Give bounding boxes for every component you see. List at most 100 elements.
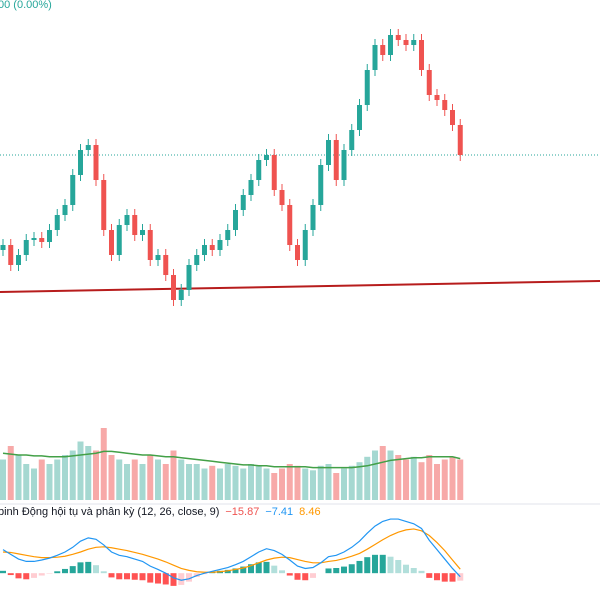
candle-body <box>388 35 393 55</box>
candle-body <box>357 105 362 130</box>
volume-bar <box>442 460 448 501</box>
candle-body <box>264 155 269 160</box>
candle-body <box>218 240 223 250</box>
volume-bar <box>217 469 223 501</box>
candle-body <box>32 238 37 240</box>
volume-bar <box>380 446 386 500</box>
candle-body <box>349 130 354 150</box>
volume-bar <box>341 469 347 501</box>
volume-bar <box>349 466 355 500</box>
macd-hist-bar <box>302 573 308 580</box>
macd-hist-bar <box>372 555 378 573</box>
candle-body <box>55 215 60 230</box>
volume-bar <box>457 460 463 501</box>
candle-body <box>148 230 153 260</box>
volume-bar <box>310 470 316 500</box>
volume-bar <box>47 464 53 500</box>
volume-bar <box>78 442 84 501</box>
volume-bar <box>62 455 68 500</box>
macd-hist-bar <box>101 571 107 573</box>
volume-bar <box>202 469 208 501</box>
volume-bar <box>155 460 161 501</box>
volume-bar <box>434 464 440 500</box>
candle-body <box>303 230 308 260</box>
macd-hist-bar <box>357 561 363 573</box>
candle-body <box>101 180 106 230</box>
candle-body <box>450 110 455 125</box>
macd-hist-bar <box>395 560 401 573</box>
candle-body <box>78 150 83 175</box>
candle-body <box>117 225 122 255</box>
macd-hist-bar <box>349 564 355 573</box>
volume-bar <box>279 469 285 501</box>
macd-hist-bar <box>147 573 153 582</box>
volume-bar <box>302 469 308 501</box>
macd-hist-bar <box>62 569 68 573</box>
candle-body <box>171 275 176 300</box>
candle-body <box>8 245 13 265</box>
candle-body <box>380 45 385 55</box>
candle-body <box>295 245 300 260</box>
volume-bar <box>54 460 60 501</box>
candle-body <box>47 230 52 242</box>
macd-legend: binh Động hội tụ và phân kỳ (12, 26, clo… <box>0 506 321 518</box>
candle-body <box>458 125 463 155</box>
candle-body <box>194 255 199 265</box>
volume-bar <box>318 466 324 500</box>
candle-body <box>63 205 68 215</box>
macd-hist-bar <box>23 573 29 579</box>
macd-hist-bar <box>326 568 332 573</box>
macd-hist-bar <box>279 570 285 573</box>
volume-bar <box>39 460 45 501</box>
candle-body <box>334 140 339 180</box>
volume-bar <box>411 457 417 500</box>
volume-bar <box>16 455 22 500</box>
candle-body <box>140 230 145 235</box>
macd-hist-bar <box>93 565 99 573</box>
macd-hist-bar <box>271 566 277 574</box>
candle-body <box>39 238 44 242</box>
macd-hist-bar <box>388 557 394 573</box>
macd-hist-bar <box>140 573 146 580</box>
volume-bar <box>178 460 184 501</box>
signal-value: 8.46 <box>299 506 320 518</box>
candle-body <box>156 255 161 260</box>
volume-bar <box>233 466 239 500</box>
macd-hist-bar <box>434 573 440 580</box>
macd-hist-bar <box>450 573 456 581</box>
candle-body <box>94 145 99 180</box>
candle-body <box>70 175 75 205</box>
volume-bar <box>450 457 456 500</box>
candle-body <box>280 190 285 205</box>
macd-hist-bar <box>16 573 22 578</box>
volume-bar <box>364 457 370 500</box>
volume-bar <box>256 466 262 500</box>
volume-bar <box>70 451 76 501</box>
volume-bar <box>140 464 146 500</box>
candle-body <box>163 255 168 275</box>
macd-hist-bar <box>287 573 293 575</box>
candle-body <box>225 230 230 240</box>
candle-body <box>442 100 447 110</box>
candle-body <box>419 40 424 70</box>
candle-body <box>342 150 347 180</box>
macd-hist-bar <box>264 562 270 573</box>
candle-body <box>326 140 331 165</box>
volume-bar <box>194 464 200 500</box>
volume-bar <box>287 464 293 500</box>
hist-value: −15.87 <box>225 506 259 518</box>
macd-hist-bar <box>78 562 84 573</box>
volume-bar <box>31 469 37 501</box>
macd-hist-bar <box>85 562 91 573</box>
macd-hist-bar <box>411 568 417 573</box>
trendline <box>0 281 600 292</box>
volume-bar <box>132 460 138 501</box>
macd-hist-bar <box>54 571 60 573</box>
volume-bar <box>326 464 332 500</box>
volume-bar <box>209 466 215 500</box>
volume-bar <box>248 464 254 500</box>
macd-hist-bar <box>442 573 448 581</box>
candle-body <box>249 180 254 195</box>
macd-hist-bar <box>171 573 177 586</box>
candle-body <box>24 240 29 255</box>
